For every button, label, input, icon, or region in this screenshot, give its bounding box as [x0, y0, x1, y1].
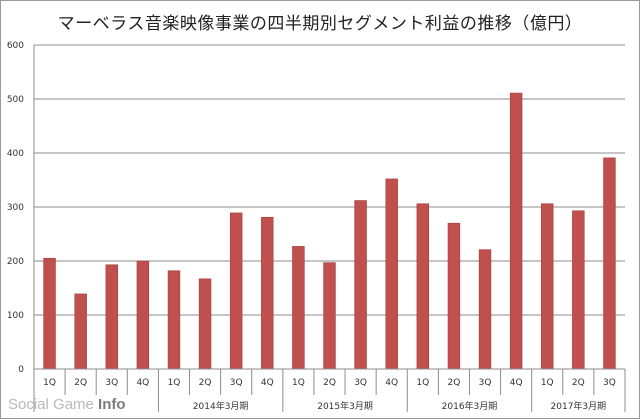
bar	[447, 222, 461, 370]
bar	[261, 216, 274, 370]
y-tick-label: 400	[7, 149, 24, 159]
group-label: 2014年3月期	[193, 400, 249, 412]
y-tick-label: 200	[7, 257, 24, 267]
axes: 0 100 200 300 400 500 600 1Q 2Q 3Q 4Q 1Q 2Q 3Q 4Q 1Q 2Q 3…	[7, 41, 626, 412]
group-label: 2017年3月期	[551, 400, 607, 412]
bar	[478, 249, 492, 370]
x-tick-label: 3Q	[603, 378, 616, 388]
x-tick-label: 2Q	[572, 378, 585, 388]
bar	[509, 92, 523, 370]
x-tick-label: 2Q	[323, 378, 336, 388]
bar	[43, 257, 56, 370]
bar	[354, 200, 367, 370]
x-tick-label: 1Q	[541, 378, 554, 388]
bar	[603, 157, 616, 370]
bar	[541, 203, 554, 370]
x-tick-label: 4Q	[385, 378, 398, 388]
x-tick-label: 1Q	[416, 378, 429, 388]
x-tick-label: 2Q	[199, 378, 212, 388]
x-tick-label: 4Q	[510, 378, 523, 388]
watermark-text-bold: Info	[98, 396, 126, 413]
bar	[323, 262, 336, 370]
watermark-text-light: Social Game	[8, 396, 99, 413]
y-tick-label: 300	[7, 203, 24, 213]
bar	[105, 264, 118, 370]
watermark-logo: Social Game Info	[8, 396, 126, 413]
y-tick-label: 100	[7, 311, 24, 321]
bar	[74, 293, 87, 370]
x-tick-label: 2Q	[74, 378, 87, 388]
bar	[292, 246, 305, 370]
bar	[136, 260, 150, 370]
chart-title: マーベラス音楽映像事業の四半期別セグメント利益の推移（億円）	[57, 14, 583, 34]
x-tick-label: 3Q	[354, 378, 367, 388]
x-tick-label: 3Q	[105, 378, 118, 388]
y-tick-label: 0	[18, 365, 24, 375]
bar	[572, 210, 585, 370]
y-tick-label: 500	[7, 95, 24, 105]
x-tick-label: 2Q	[448, 378, 461, 388]
bar	[385, 178, 398, 370]
x-tick-label: 3Q	[230, 378, 243, 388]
x-tick-label: 4Q	[136, 378, 149, 388]
x-tick-label: 1Q	[292, 378, 305, 388]
bar	[229, 212, 243, 370]
bar	[416, 203, 430, 370]
x-tick-label: 3Q	[479, 378, 492, 388]
x-tick-label: 4Q	[261, 378, 274, 388]
bar	[167, 270, 181, 370]
group-label: 2015年3月期	[317, 400, 373, 412]
bar	[198, 278, 212, 370]
group-label: 2016年3月期	[442, 400, 498, 412]
x-tick-label: 1Q	[43, 378, 56, 388]
x-tick-label: 1Q	[168, 378, 181, 388]
bars	[43, 92, 616, 370]
y-tick-label: 600	[7, 41, 24, 51]
